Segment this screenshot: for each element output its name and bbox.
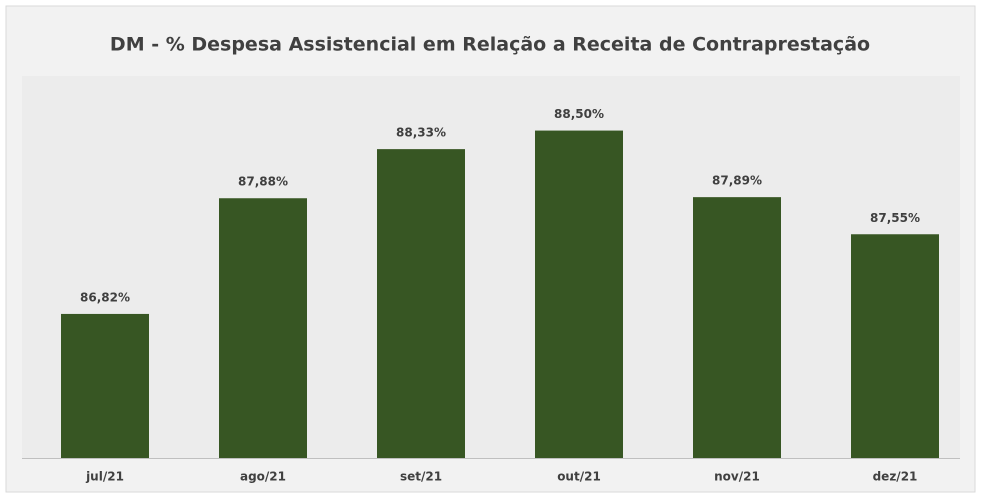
- chart-title: DM - % Despesa Assistencial em Relação a…: [110, 34, 870, 56]
- x-tick-label: out/21: [557, 470, 601, 484]
- bar: [693, 197, 781, 459]
- x-tick-label: ago/21: [240, 470, 286, 484]
- x-tick-label: dez/21: [873, 470, 918, 484]
- bar: [61, 313, 149, 458]
- value-label: 87,55%: [870, 211, 920, 225]
- value-label: 87,89%: [712, 174, 762, 188]
- bar: [377, 149, 465, 458]
- value-label: 86,82%: [80, 290, 130, 304]
- x-tick-label: set/21: [400, 470, 442, 484]
- x-tick-label: nov/21: [714, 470, 760, 484]
- bar: [851, 234, 939, 458]
- value-label: 88,50%: [554, 107, 604, 121]
- plot-area: [22, 76, 960, 458]
- value-label: 88,33%: [396, 126, 446, 140]
- value-label: 87,88%: [238, 175, 288, 189]
- x-tick-label: jul/21: [85, 470, 124, 484]
- bar: [219, 198, 307, 459]
- bar: [535, 130, 623, 459]
